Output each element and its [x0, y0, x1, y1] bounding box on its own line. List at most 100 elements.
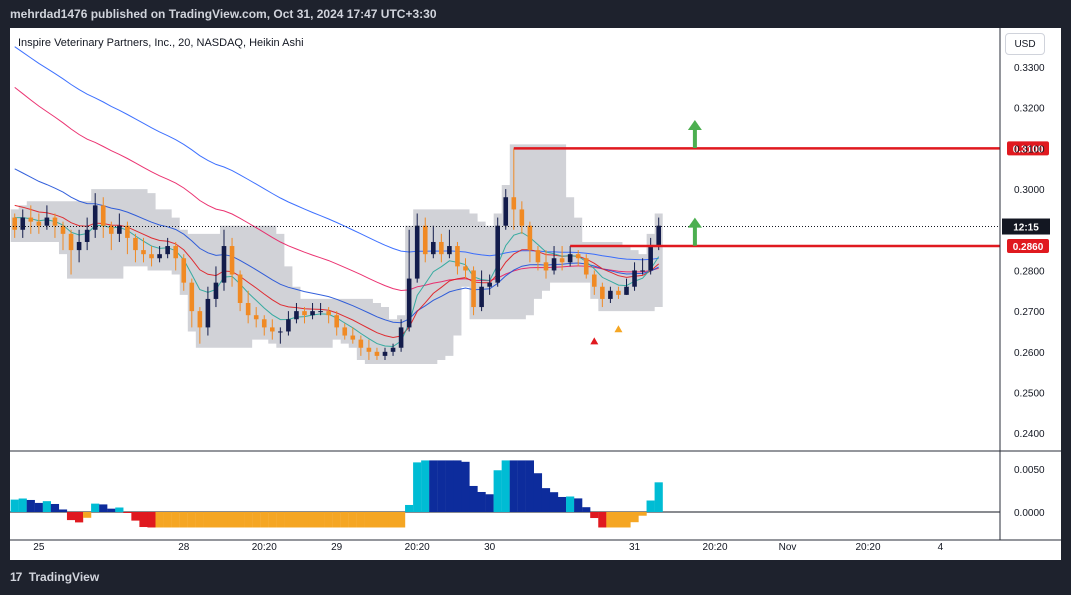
osc-bar [614, 512, 623, 528]
candle-body [213, 282, 219, 299]
osc-bar [252, 512, 261, 528]
candle-body [189, 282, 195, 312]
candle [52, 213, 58, 238]
currency-button[interactable]: USD [1005, 33, 1045, 55]
candle [551, 246, 557, 275]
osc-bar [461, 461, 470, 512]
candle [44, 205, 50, 230]
osc-bar [139, 512, 148, 528]
candle [253, 307, 259, 328]
candle [543, 250, 549, 279]
candle-body [358, 339, 364, 348]
resistance-badge [1007, 141, 1049, 156]
price-tick-label: 0.3000 [1014, 185, 1045, 196]
candle [455, 241, 460, 275]
osc-bar [356, 512, 365, 528]
candle [302, 307, 307, 324]
candle [632, 262, 637, 291]
candle [36, 213, 42, 234]
candle-body [463, 266, 468, 271]
osc-bar [582, 507, 591, 512]
candle-body [149, 254, 154, 259]
candle-body [519, 209, 525, 226]
candle-body [165, 246, 170, 255]
candle [463, 258, 468, 279]
price-tick-label: 0.3300 [1014, 63, 1045, 74]
candle-body [583, 258, 589, 275]
time-tick-label: 29 [331, 542, 343, 553]
signal-triangle [590, 337, 599, 345]
osc-bar [115, 507, 124, 512]
candle [374, 347, 380, 360]
candle [205, 286, 211, 336]
osc-bar [147, 512, 156, 528]
candle [575, 250, 581, 267]
up-arrow-icon [687, 217, 702, 246]
candle [422, 217, 428, 263]
osc-bar [453, 460, 462, 512]
candle-body [60, 225, 66, 234]
overlay-layer: 12:15 0.3100 0.2860 [10, 120, 1050, 345]
candle-body [173, 246, 178, 259]
osc-bar [155, 512, 164, 528]
osc-bar [558, 496, 567, 512]
candle [487, 274, 492, 295]
candle [640, 258, 645, 275]
candle [648, 237, 653, 275]
osc-bar [622, 512, 631, 528]
osc-bar [187, 512, 196, 528]
osc-bar [413, 462, 422, 512]
osc-bar [388, 512, 398, 528]
candle-body [640, 270, 645, 272]
osc-bar [211, 512, 221, 528]
osc-bar [179, 512, 188, 528]
candle-body [503, 197, 509, 226]
candle-body [36, 221, 42, 226]
up-arrow-icon [687, 120, 702, 149]
osc-bar [292, 512, 301, 528]
osc-bar [195, 512, 204, 528]
candle-body [125, 225, 130, 238]
chart-frame[interactable]: 12:15 0.3100 0.2860 0.0000 0.0050 0.2400 0.2… [10, 28, 1061, 560]
candle-body [197, 311, 203, 328]
candle [229, 237, 235, 287]
osc-bar [380, 512, 390, 528]
osc-bar [34, 502, 43, 512]
candle-body [592, 274, 597, 287]
time-tick-label: 31 [629, 542, 641, 553]
tradingview-logo[interactable]: 17 TradingView [10, 570, 99, 584]
candle [398, 319, 404, 352]
osc-bar [485, 494, 494, 512]
candle-body [656, 225, 661, 247]
candle-body [237, 274, 243, 303]
candle [141, 237, 146, 263]
osc-bar [203, 512, 212, 528]
candle-body [535, 250, 541, 263]
candle [125, 221, 130, 255]
candle-body [12, 217, 17, 230]
osc-bar [171, 512, 180, 528]
candle [149, 246, 154, 267]
candle-body [390, 347, 396, 352]
candle-body [52, 217, 58, 226]
osc-bar [83, 512, 92, 518]
price-tick-label: 0.3100 [1014, 144, 1045, 155]
candle-body [479, 286, 484, 308]
candle-body [76, 241, 82, 251]
candle [382, 347, 388, 360]
time-tick-label: 30 [484, 542, 496, 553]
candle-body [229, 246, 235, 275]
osc-bar [372, 512, 382, 528]
candle-body [382, 351, 388, 356]
candle [12, 213, 17, 238]
osc-bar [397, 512, 406, 528]
candle-body [455, 246, 460, 267]
candle-body [318, 311, 323, 313]
osc-bar [348, 512, 357, 528]
osc-bar [630, 512, 639, 523]
candle-body [608, 290, 613, 299]
osc-bar [244, 512, 253, 528]
candle [600, 282, 605, 308]
candle-body [624, 286, 629, 295]
